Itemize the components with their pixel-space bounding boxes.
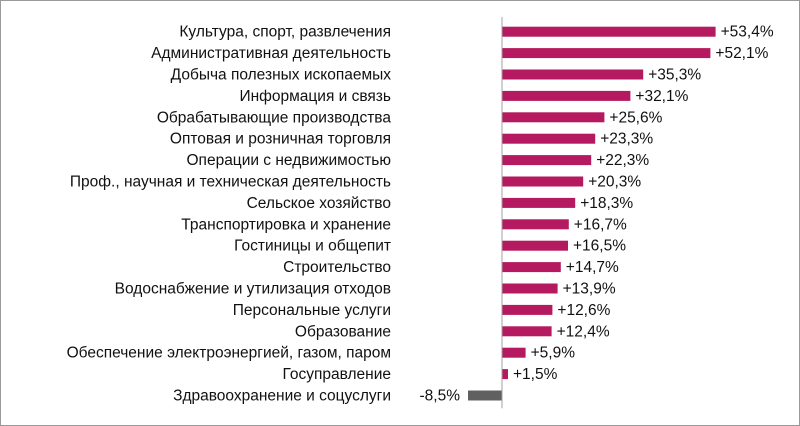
bar-15 [502, 347, 526, 358]
value-label: +23,3% [600, 131, 653, 148]
bar-5 [502, 133, 596, 144]
value-label: +1,5% [513, 366, 558, 383]
bar-1 [502, 48, 711, 59]
value-label: +18,3% [580, 195, 633, 212]
bar-3 [502, 90, 631, 101]
bar-7 [502, 176, 584, 187]
value-label: +35,3% [648, 67, 701, 84]
bar-16 [502, 369, 508, 380]
category-label: Водоснабжение и утилизация отходов [115, 281, 391, 298]
value-label: +16,5% [573, 238, 626, 255]
bar-6 [502, 155, 592, 166]
value-label: +13,9% [563, 281, 616, 298]
value-label: +5,9% [531, 345, 576, 362]
value-label: +22,3% [596, 152, 649, 169]
category-label: Образование [295, 323, 391, 340]
value-label: +20,3% [588, 174, 641, 191]
bar-2 [502, 69, 644, 80]
bar-17 [468, 390, 502, 401]
value-label: -8,5% [420, 388, 461, 405]
category-label: Информация и связь [239, 88, 391, 105]
value-label: +16,7% [574, 216, 627, 233]
value-label: +53,4% [721, 24, 774, 41]
category-label: Административная деятельность [151, 45, 391, 62]
bar-12 [502, 283, 558, 294]
category-label: Культура, спорт, развлечения [179, 24, 391, 41]
category-label: Здравоохранение и соцуслуги [173, 388, 391, 405]
bar-9 [502, 219, 569, 230]
category-label: Оптовая и розничная торговля [170, 131, 391, 148]
category-label: Персональные услуги [233, 302, 391, 319]
category-label: Обеспечение электроэнергией, газом, паро… [67, 345, 391, 362]
bar-4 [502, 112, 605, 123]
bar-10 [502, 240, 568, 251]
category-label: Проф., научная и техническая деятельност… [70, 174, 391, 191]
bar-14 [502, 326, 552, 337]
value-label: +32,1% [635, 88, 688, 105]
category-label: Госуправление [283, 366, 392, 383]
value-label: +52,1% [715, 45, 768, 62]
category-label: Операции с недвижимостью [187, 152, 392, 169]
bar-0 [502, 26, 716, 37]
category-label: Транспортировка и хранение [181, 216, 391, 233]
category-label: Обрабатывающие производства [157, 109, 392, 126]
category-label: Добыча полезных ископаемых [171, 67, 392, 84]
bar-13 [502, 304, 553, 315]
value-label: +14,7% [566, 259, 619, 276]
value-label: +12,4% [557, 323, 610, 340]
value-label: +25,6% [609, 109, 662, 126]
category-labels-group: Культура, спорт, развлечения Администрати… [67, 24, 392, 405]
category-label: Гостиницы и общепит [234, 238, 391, 255]
bars-group [468, 26, 716, 401]
value-labels-group: +53,4% +52,1% +35,3% +32,1% +25,6% +23,3% +22,… [420, 24, 774, 405]
category-label: Строительство [283, 259, 391, 276]
bar-8 [502, 197, 576, 208]
value-label: +12,6% [557, 302, 610, 319]
bar-11 [502, 262, 561, 273]
category-label: Сельское хозяйство [247, 195, 391, 212]
